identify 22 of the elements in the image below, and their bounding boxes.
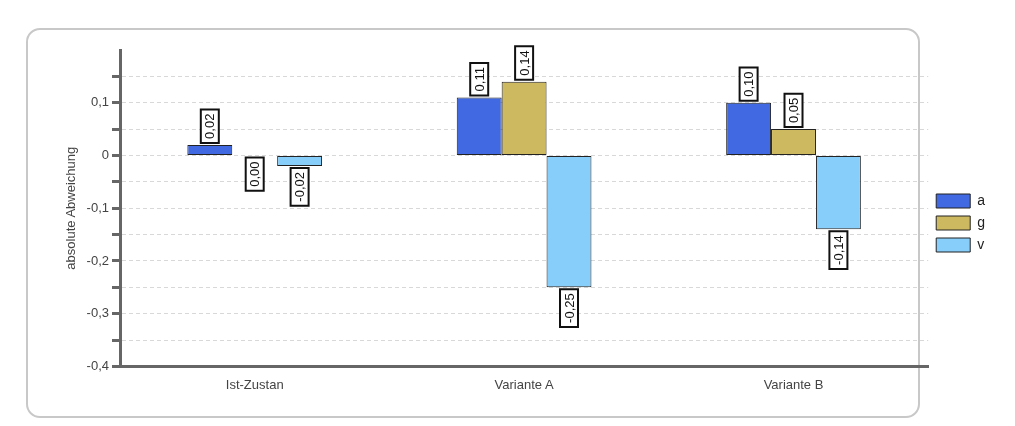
data-label: 0,11 (471, 67, 487, 92)
y-axis-title: absolute Abweichung (63, 146, 79, 270)
data-label: 0,05 (786, 97, 802, 124)
legend-label: v (977, 235, 985, 252)
x-tick-label: Ist-Zustan (225, 376, 284, 392)
y-tick-label: -0,3 (86, 305, 109, 321)
legend-label: a (977, 191, 986, 208)
y-tick-label: -0,1 (86, 199, 109, 215)
data-label: -0,02 (292, 172, 308, 202)
data-label: 0,02 (202, 113, 218, 139)
data-label: 0,14 (516, 50, 532, 76)
y-tick-label: -0,2 (86, 252, 109, 268)
data-label: -0,25 (561, 293, 577, 323)
legend-label: g (977, 213, 986, 230)
x-tick-label: Variante A (494, 376, 554, 392)
data-label: -0,14 (830, 235, 846, 265)
data-label: 0,10 (741, 71, 757, 97)
data-label: 0,00 (247, 161, 263, 187)
y-tick-label: 0,1 (90, 94, 109, 110)
y-tick-label: 0 (101, 147, 109, 163)
x-tick-label: Variante B (763, 376, 824, 392)
y-tick-label: -0,4 (86, 357, 109, 373)
